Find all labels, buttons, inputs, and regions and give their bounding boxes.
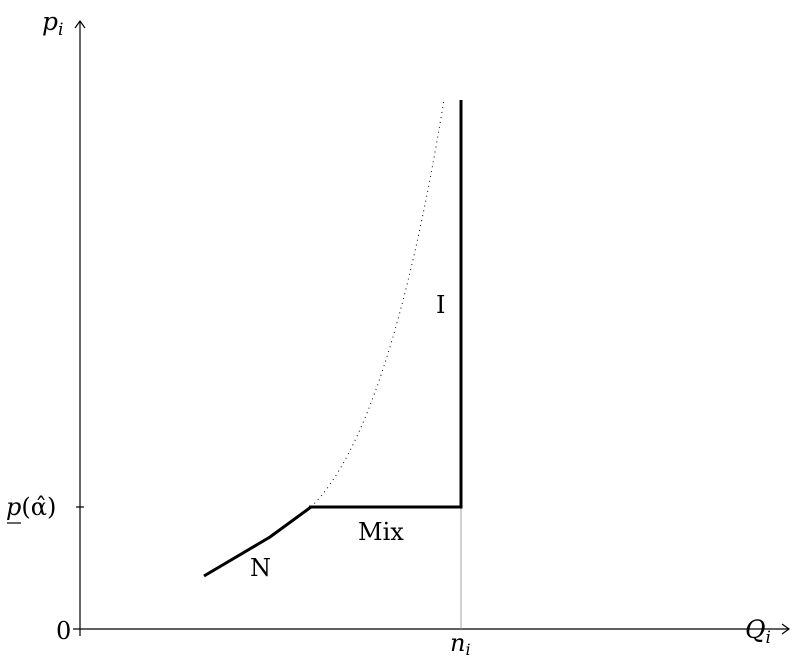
i-region-label: I bbox=[436, 291, 445, 319]
dotted-demand-curve bbox=[310, 99, 445, 508]
x-tick-label: ni bbox=[450, 629, 471, 656]
mix-and-i-segment bbox=[309, 100, 463, 509]
x-axis-arrow-icon bbox=[781, 623, 791, 635]
mix-region-label: Mix bbox=[358, 518, 404, 546]
n-region-label: N bbox=[250, 554, 271, 582]
x-axis-label: Qi bbox=[745, 615, 771, 648]
y-axis-arrow-icon bbox=[74, 19, 86, 29]
y-axis-label: pi bbox=[42, 7, 63, 40]
svg-text:p(α̂): p(α̂) bbox=[6, 493, 56, 521]
origin-label: 0 bbox=[56, 617, 71, 645]
n-segment bbox=[203, 505, 312, 578]
y-tick-label: p(α̂) bbox=[6, 493, 56, 524]
